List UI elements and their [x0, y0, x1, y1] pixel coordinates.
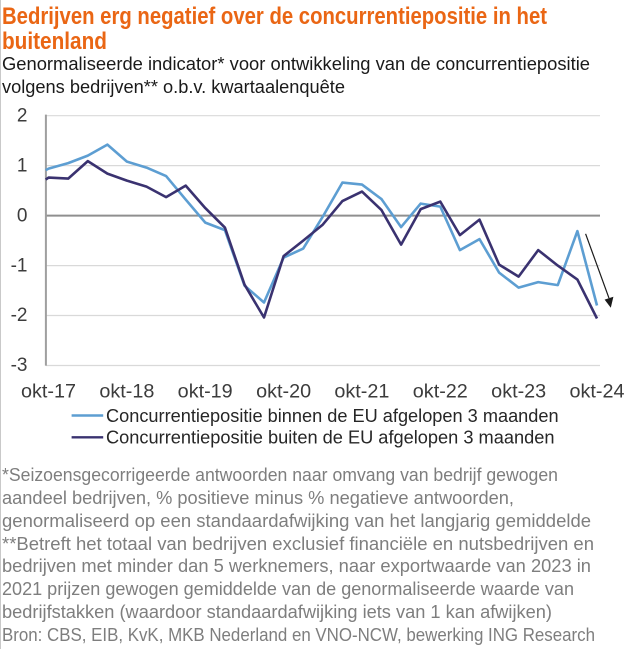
svg-text:okt-23: okt-23: [491, 382, 546, 403]
svg-text:Concurrentiepositie buiten de: Concurrentiepositie buiten de EU afgelop…: [106, 428, 555, 448]
svg-text:2: 2: [17, 105, 28, 126]
svg-text:okt-20: okt-20: [256, 382, 311, 403]
svg-text:okt-17: okt-17: [21, 382, 76, 403]
svg-text:-1: -1: [11, 255, 28, 276]
svg-text:okt-18: okt-18: [99, 382, 154, 403]
svg-text:okt-21: okt-21: [334, 382, 389, 403]
svg-text:Concurrentiepositie binnen de: Concurrentiepositie binnen de EU afgelop…: [106, 406, 559, 426]
svg-text:okt-19: okt-19: [178, 382, 233, 403]
svg-text:1: 1: [17, 155, 28, 176]
svg-text:0: 0: [17, 205, 28, 226]
svg-text:okt-22: okt-22: [413, 382, 468, 403]
svg-text:-2: -2: [11, 305, 28, 326]
svg-text:-3: -3: [11, 355, 28, 376]
svg-text:okt-24: okt-24: [570, 382, 625, 403]
